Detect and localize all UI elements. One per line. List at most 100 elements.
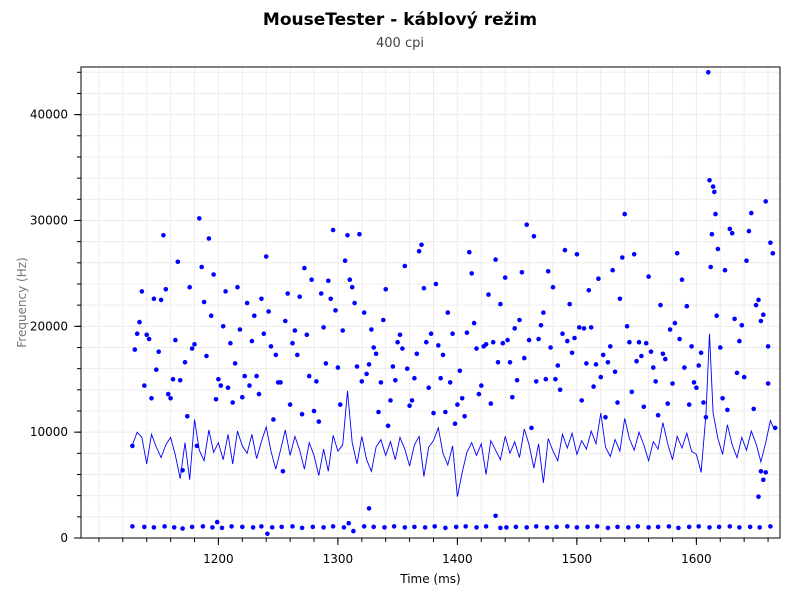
data-point [593, 362, 599, 367]
data-point [550, 284, 556, 290]
data-point [452, 421, 458, 427]
data-point [354, 364, 360, 369]
data-point [712, 189, 717, 195]
data-point [137, 319, 142, 325]
data-point [672, 320, 678, 326]
data-point [388, 398, 393, 403]
data-point [364, 371, 369, 377]
data-point [626, 525, 631, 530]
data-point [378, 380, 384, 385]
data-point [585, 524, 590, 530]
data-point [206, 236, 212, 241]
data-point [459, 396, 465, 401]
series-points [130, 70, 778, 537]
x-tick-label: 1200 [203, 552, 234, 566]
data-point [347, 277, 353, 283]
data-point [679, 277, 685, 283]
data-point [677, 336, 682, 342]
data-point [684, 303, 690, 309]
data-point [351, 528, 356, 534]
data-point [230, 400, 235, 405]
data-point [338, 402, 343, 407]
data-point [524, 525, 529, 530]
data-point [173, 337, 178, 343]
data-point [283, 318, 288, 324]
data-point [696, 524, 701, 529]
data-point [240, 524, 245, 530]
data-point [189, 346, 195, 351]
data-point [373, 351, 379, 357]
data-point [213, 397, 219, 402]
data-point [318, 291, 324, 296]
data-point [407, 403, 412, 409]
data-point [321, 325, 326, 330]
data-point [156, 349, 161, 355]
data-point [707, 525, 712, 530]
data-point [142, 383, 147, 388]
data-point [211, 272, 216, 277]
data-point [279, 524, 285, 530]
data-point [598, 374, 604, 380]
y-tick-label: 10000 [30, 425, 68, 439]
data-point [268, 344, 274, 349]
data-point [349, 284, 355, 290]
data-point [545, 269, 551, 274]
data-point [326, 278, 331, 284]
data-point [189, 524, 195, 530]
data-point [280, 469, 286, 474]
data-point [285, 291, 291, 296]
data-point [146, 336, 152, 342]
data-point [744, 258, 749, 264]
data-point [185, 414, 190, 419]
data-point [718, 345, 723, 350]
data-point [612, 369, 618, 375]
data-point [220, 324, 226, 329]
data-point [768, 240, 773, 245]
data-point [703, 415, 709, 420]
data-point [187, 284, 192, 290]
data-point [271, 417, 276, 422]
data-point [453, 524, 459, 530]
data-point [342, 258, 348, 264]
data-point [464, 330, 470, 336]
data-point [579, 398, 584, 403]
data-point [533, 379, 539, 384]
data-point [259, 524, 264, 529]
data-point [416, 248, 422, 254]
data-point [467, 249, 472, 255]
x-tick-label: 1600 [681, 552, 712, 566]
data-point [608, 344, 613, 349]
data-point [330, 524, 336, 529]
data-point [493, 257, 498, 262]
data-point [471, 320, 477, 326]
data-point [691, 380, 697, 385]
data-point [229, 524, 234, 529]
data-point [749, 210, 754, 216]
data-point [605, 525, 611, 531]
data-point [562, 247, 568, 253]
data-point [476, 391, 482, 397]
data-point [665, 401, 670, 406]
data-point [237, 327, 243, 332]
data-point [292, 328, 298, 333]
data-point [588, 325, 594, 330]
data-point [572, 335, 577, 341]
data-point [531, 234, 537, 239]
data-point [533, 524, 539, 529]
data-point [765, 344, 771, 349]
data-point [421, 285, 427, 291]
data-point [130, 524, 135, 529]
data-point [431, 410, 436, 416]
data-point [404, 366, 410, 372]
data-point [635, 524, 641, 529]
data-point [144, 332, 149, 338]
data-point [747, 524, 753, 530]
data-point [192, 342, 197, 347]
data-point [158, 297, 164, 303]
data-point [134, 331, 140, 337]
data-point [646, 274, 651, 279]
y-tick-label: 0 [60, 531, 68, 545]
data-point [177, 378, 183, 383]
data-point [295, 352, 300, 358]
data-point [694, 385, 699, 391]
